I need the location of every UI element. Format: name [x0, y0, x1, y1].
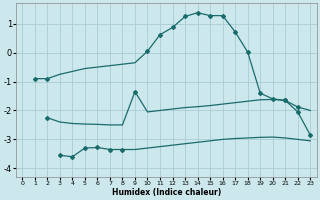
X-axis label: Humidex (Indice chaleur): Humidex (Indice chaleur)	[112, 188, 221, 197]
